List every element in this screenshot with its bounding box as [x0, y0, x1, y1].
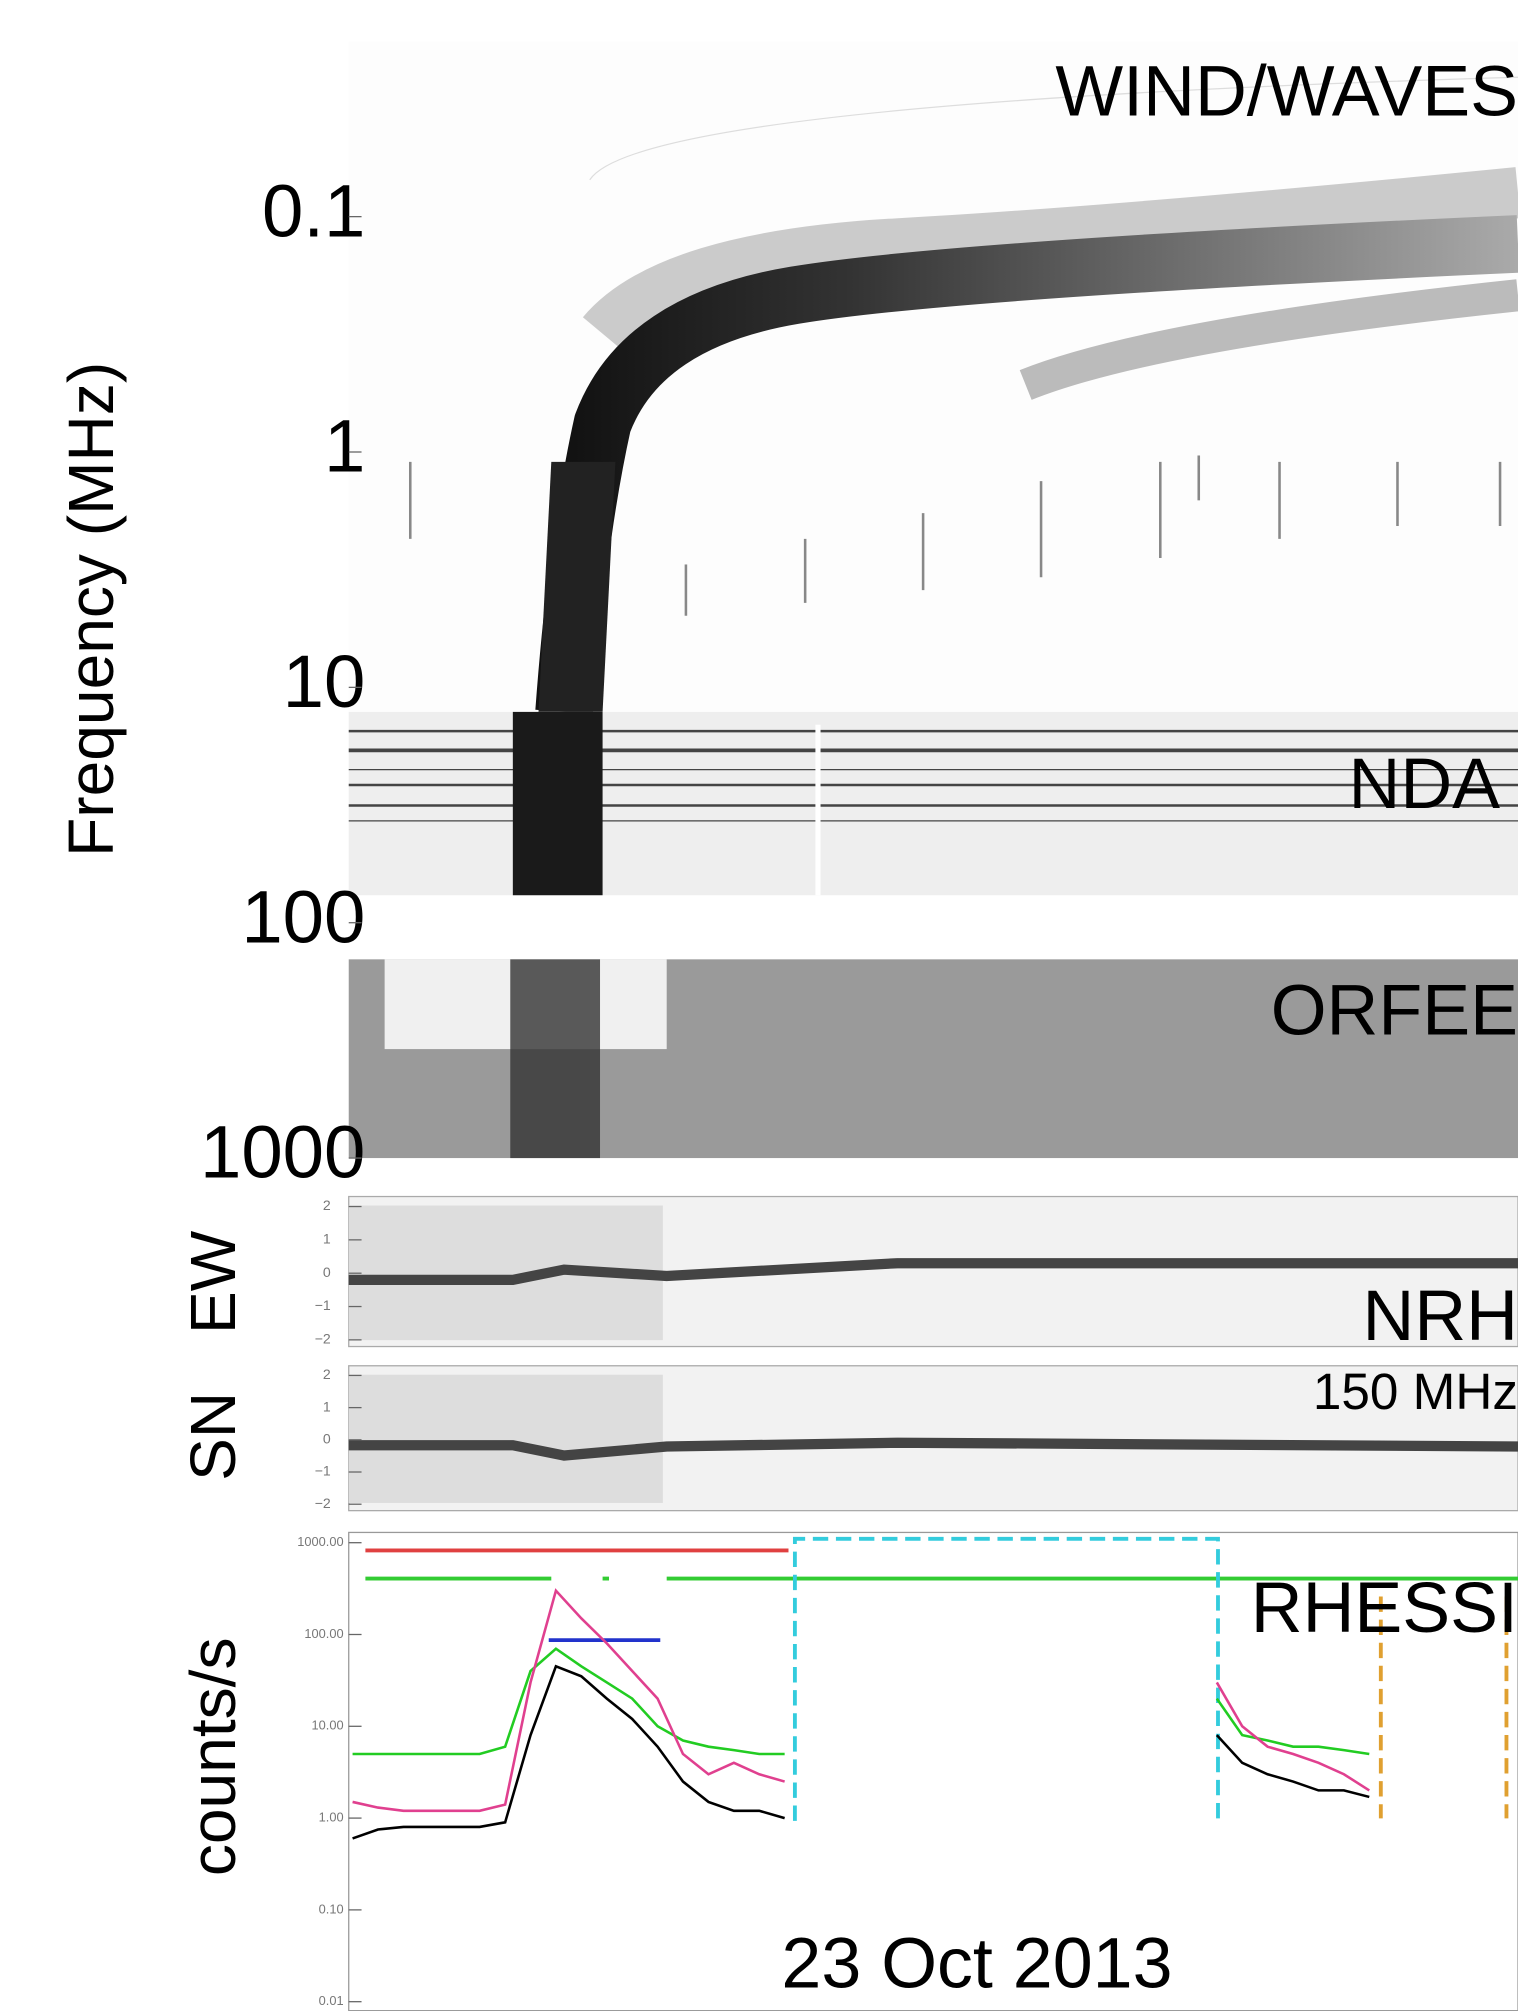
y-tick-label: 1: [323, 1398, 331, 1414]
y-tick-label: 100: [241, 875, 365, 958]
panel-label: NDA: [1348, 744, 1500, 824]
y-tick-label: 0.01: [319, 1993, 344, 2008]
light-curve: [352, 1647, 1370, 1756]
y-tick-label: 2: [323, 1197, 331, 1213]
y-tick-label: −2: [315, 1495, 331, 1511]
y-tick-label: 2: [323, 1366, 331, 1382]
ew-source: [348, 1258, 1518, 1285]
sn-source: [348, 1437, 1518, 1461]
x-axis-title: 23 Oct 2013: [781, 1923, 1172, 2003]
panel-label: 150 MHz: [1313, 1363, 1518, 1420]
y-axis-title: Frequency (MHz): [55, 362, 127, 857]
nda-gap: [815, 724, 821, 896]
spikes: [408, 455, 1502, 616]
light-curve: [352, 1588, 1370, 1813]
y-tick-label: 1: [324, 405, 365, 488]
y-tick-label: 0: [323, 1264, 331, 1280]
y-axis-title: SN: [177, 1392, 249, 1481]
y-tick-label: −1: [315, 1463, 331, 1479]
sn-noise: [348, 1374, 663, 1503]
burst-tail: [1019, 279, 1518, 400]
y-tick-label: 10: [283, 640, 366, 723]
y-tick-label: 1: [323, 1231, 331, 1247]
y-tick-label: 0.1: [262, 169, 365, 252]
y-tick-label: 1000: [200, 1111, 365, 1194]
panel-label: WIND/WAVES: [1055, 51, 1518, 131]
y-tick-label: 0.10: [319, 1901, 344, 1916]
panel-label: RHESSI: [1251, 1568, 1518, 1648]
y-tick-label: 1.00: [319, 1809, 344, 1824]
panel-label: ORFEE: [1271, 971, 1518, 1051]
y-tick-label: 100.00: [304, 1626, 343, 1641]
y-tick-label: 10.00: [312, 1718, 344, 1733]
wind-panel: [348, 41, 1518, 712]
frame-top: [589, 76, 1518, 181]
y-axis-title: counts/s: [177, 1637, 249, 1876]
y-tick-label: −2: [315, 1331, 331, 1347]
y-tick-label: −1: [315, 1297, 331, 1313]
attenuator: [792, 1536, 1220, 1821]
burst-core: [538, 461, 616, 712]
y-axis-title: EW: [177, 1230, 249, 1334]
burst-halo: [582, 167, 1518, 351]
panel-label: NRH: [1362, 1276, 1518, 1356]
nda-burst: [512, 711, 603, 896]
y-tick-label: 1000.00: [297, 1534, 343, 1549]
light-curve: [352, 1664, 1370, 1840]
attenuator: [1378, 1596, 1509, 1819]
orfee-burst: [510, 959, 601, 1159]
y-tick-label: 0: [323, 1431, 331, 1447]
rhessi-panel: [348, 1531, 1518, 2012]
